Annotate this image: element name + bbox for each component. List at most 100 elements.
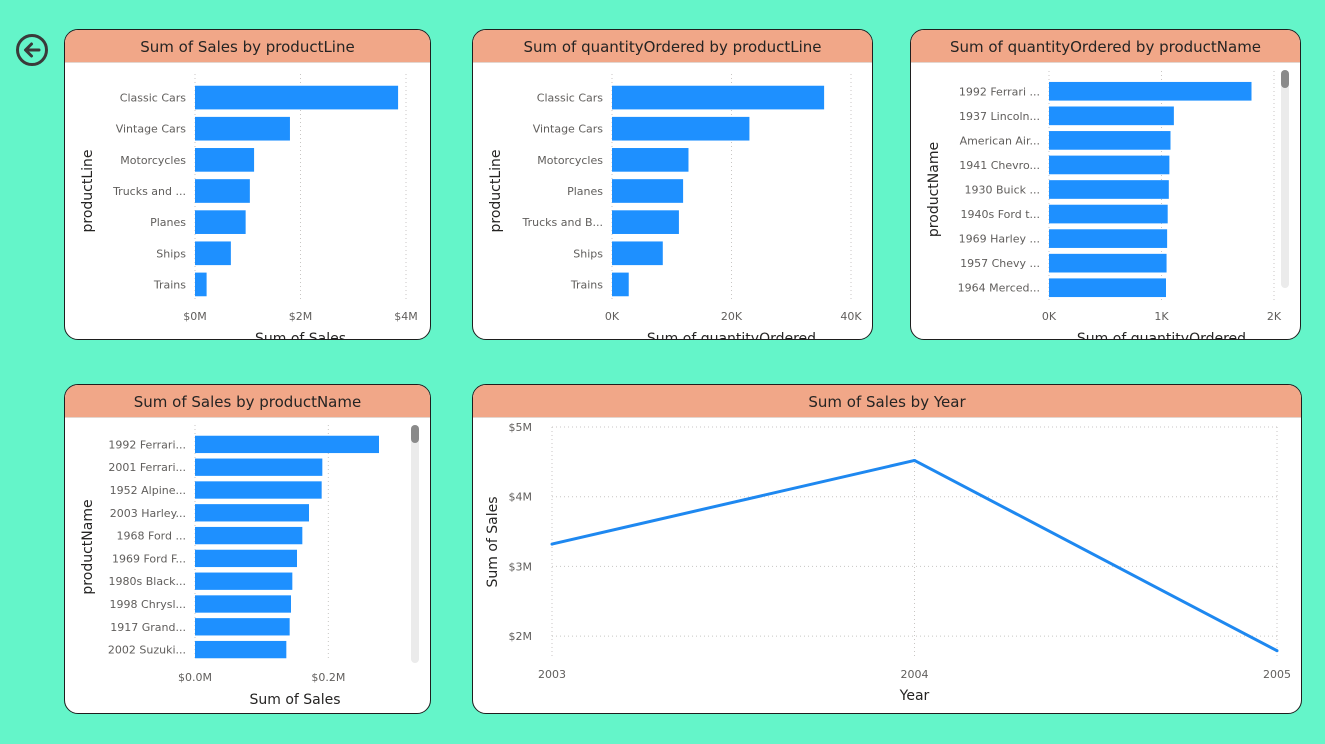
scrollbar-track[interactable]	[411, 425, 419, 663]
chart-title: Sum of quantityOrdered by productLine	[473, 30, 872, 63]
chart-title: Sum of Sales by productName	[65, 385, 430, 418]
chart-title: Sum of Sales by productLine	[65, 30, 430, 63]
x-tick-label: 2K	[1267, 310, 1282, 323]
bar-2	[612, 148, 689, 172]
x-tick-label: 0K	[605, 310, 620, 323]
chart-card-qty-by-productname: Sum of quantityOrdered by productName 0K…	[910, 29, 1301, 340]
category-label: Vintage Cars	[533, 123, 604, 136]
category-label: 1930 Buick ...	[965, 184, 1040, 197]
data-point-0	[550, 542, 554, 546]
y-tick-label: $5M	[509, 421, 533, 434]
chart-title: Sum of quantityOrdered by productName	[911, 30, 1300, 63]
category-label: Trucks and ...	[112, 185, 186, 198]
x-axis-title: Sum of Sales	[249, 692, 340, 708]
data-point-2	[1275, 649, 1279, 653]
scrollbar-thumb[interactable]	[1281, 70, 1289, 88]
bar-2	[195, 148, 255, 172]
bar-1	[195, 458, 323, 476]
chart-card-sales-by-productname: Sum of Sales by productName $0.0M $0.2M 19…	[64, 384, 431, 714]
bar-1	[612, 116, 750, 141]
bar-9	[195, 640, 287, 659]
category-label: 2002 Suzuki...	[108, 644, 186, 657]
bar-6	[1049, 229, 1168, 248]
y-axis-title: Sum of Sales	[485, 496, 501, 587]
bar-8	[195, 618, 290, 636]
category-label: 1992 Ferrari...	[108, 438, 186, 451]
chart-title: Sum of Sales by Year	[473, 385, 1301, 418]
category-label: 1998 Chrysl...	[110, 598, 186, 611]
y-axis-title: productName	[926, 142, 942, 237]
scrollbar-thumb[interactable]	[411, 425, 419, 443]
bar-0	[195, 85, 399, 110]
bar-1	[195, 116, 290, 141]
category-label: Planes	[150, 216, 186, 229]
category-label: 1968 Ford ...	[117, 530, 186, 543]
bar-1	[1049, 106, 1174, 126]
x-tick-label: $0.2M	[311, 671, 345, 684]
bar-8	[1049, 278, 1166, 298]
scrollbar-track[interactable]	[1281, 70, 1289, 288]
bar-2	[1049, 131, 1171, 150]
x-tick-label: 20K	[721, 310, 743, 323]
bar-4	[195, 526, 303, 545]
x-tick-label: 2004	[901, 668, 929, 681]
x-tick-label: 40K	[840, 310, 862, 323]
category-label: 1917 Grand...	[110, 621, 186, 634]
bar-7	[1049, 253, 1167, 273]
category-label: Classic Cars	[120, 92, 186, 105]
category-label: 1969 Harley ...	[959, 233, 1040, 246]
y-tick-label: $2M	[509, 630, 533, 643]
x-tick-label: 2005	[1263, 668, 1291, 681]
category-label: Vintage Cars	[116, 123, 187, 136]
x-tick-label: $2M	[289, 310, 313, 323]
x-tick-label: $4M	[394, 310, 418, 323]
line-chart: $2M $3M $4M $5M 2003 2004 2005 Year Sum of Sales	[485, 421, 1291, 704]
bar-3	[195, 179, 250, 203]
category-label: 1952 Alpine...	[110, 484, 186, 497]
bar-5	[612, 241, 663, 266]
category-label: 1980s Black...	[109, 575, 186, 588]
category-label: 1937 Lincoln...	[959, 110, 1040, 123]
category-label: American Air...	[960, 134, 1040, 147]
category-label: Planes	[567, 185, 603, 198]
bar-chart: 0K 20K 40K Classic Cars Vintage Cars Motorcyc…	[488, 74, 862, 340]
bar-6	[195, 272, 207, 297]
category-label: Trains	[153, 278, 186, 291]
x-tick-label: 1K	[1154, 310, 1169, 323]
y-tick-label: $4M	[509, 491, 533, 504]
y-axis-title: productName	[80, 499, 96, 594]
x-axis-title: Sum of quantityOrdered	[647, 331, 816, 340]
bar-chart: $0.0M $0.2M 1992 Ferrari... 2001 Ferrari...…	[80, 425, 419, 708]
bar-0	[1049, 81, 1252, 101]
bar-6	[195, 572, 293, 590]
bar-4	[1049, 180, 1169, 199]
bar-chart: 0K 1K 2K 1992 Ferrari ... 1937 Lincoln... Ame…	[926, 70, 1289, 340]
category-label: Trains	[570, 278, 603, 291]
bar-5	[195, 241, 231, 266]
x-tick-label: 0K	[1042, 310, 1057, 323]
category-label: 2003 Harley...	[110, 507, 186, 520]
category-label: Ships	[573, 247, 603, 260]
bar-2	[195, 481, 322, 499]
category-label: Motorcycles	[537, 154, 603, 167]
bar-0	[612, 85, 825, 110]
bar-4	[612, 210, 679, 234]
data-point-1	[913, 458, 916, 462]
x-tick-label: $0.0M	[178, 671, 212, 684]
x-axis-title: Sum of quantityOrdered	[1077, 331, 1246, 340]
bar-3	[195, 504, 309, 522]
category-label: Ships	[156, 247, 186, 260]
back-arrow-icon[interactable]	[15, 33, 49, 67]
category-label: 1969 Ford F...	[112, 552, 186, 565]
category-label: 1964 Merced...	[958, 282, 1040, 295]
chart-card-sales-by-productline: Sum of Sales by productLine $0M $2M $4M Cla…	[64, 29, 431, 340]
bar-chart: $0M $2M $4M Classic Cars Vintage Cars Motorcy…	[80, 74, 418, 339]
bar-4	[195, 210, 246, 234]
category-label: 1957 Chevy ...	[960, 257, 1040, 270]
category-label: 1992 Ferrari ...	[959, 85, 1040, 98]
category-label: Motorcycles	[120, 154, 186, 167]
chart-card-qty-by-productline: Sum of quantityOrdered by productLine 0K…	[472, 29, 873, 340]
bar-7	[195, 595, 291, 613]
category-label: 1940s Ford t...	[961, 208, 1041, 221]
bar-3	[1049, 155, 1170, 175]
